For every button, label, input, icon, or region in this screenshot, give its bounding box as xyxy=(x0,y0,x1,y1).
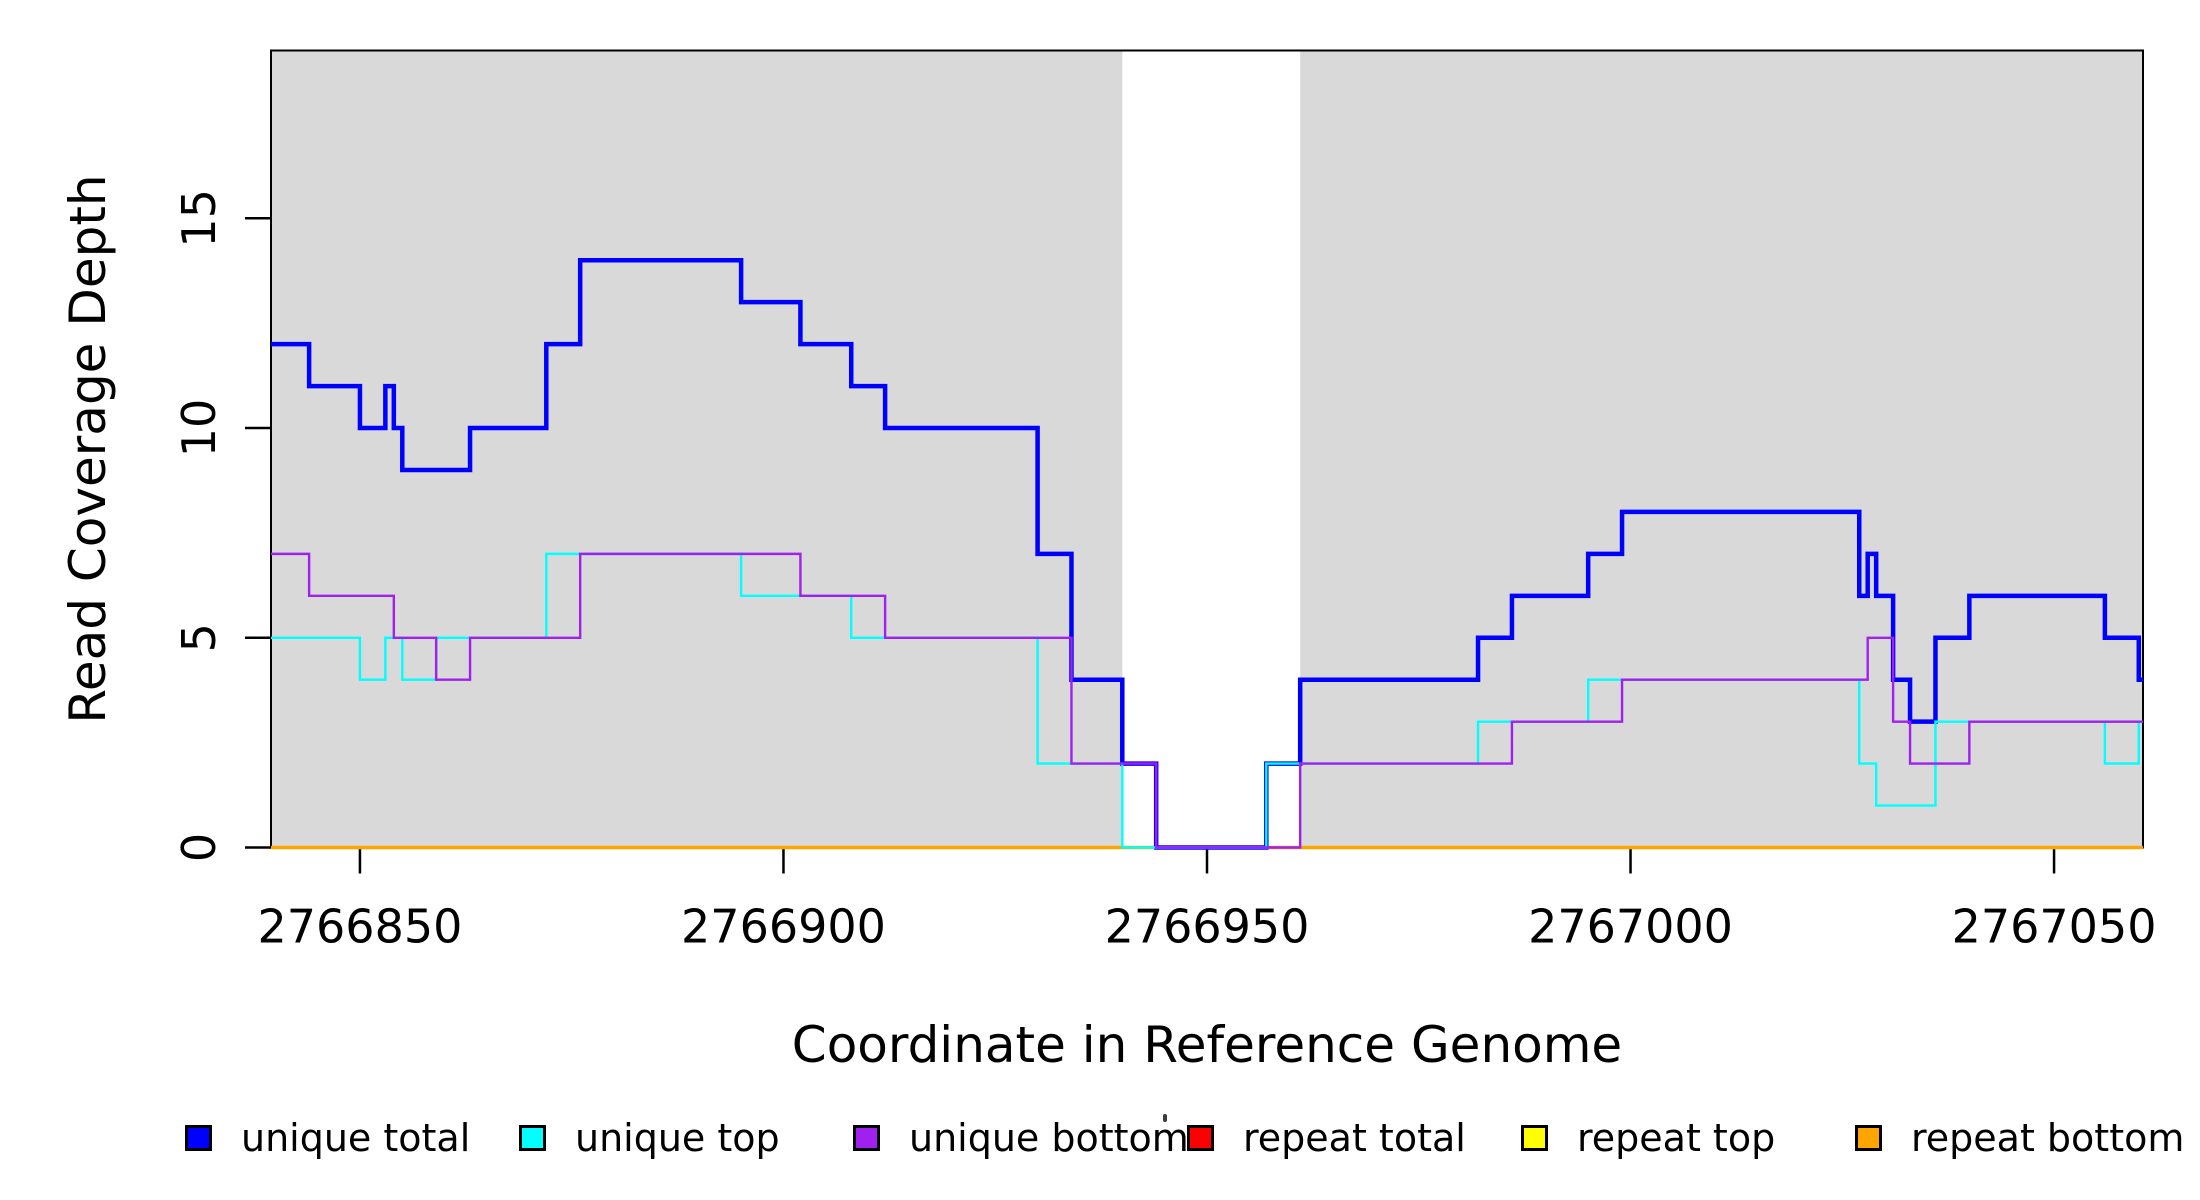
x-axis-title: Coordinate in Reference Genome xyxy=(792,1016,1622,1074)
legend-item-repeat-total: repeat total xyxy=(1187,1112,1466,1164)
legend-label: repeat bottom xyxy=(1911,1116,2185,1160)
legend-label: unique total xyxy=(241,1116,471,1160)
legend-label: unique bottom xyxy=(909,1116,1189,1160)
repeat-total-swatch-icon xyxy=(1187,1125,1214,1151)
shaded-region xyxy=(1300,50,2143,848)
unique-top-swatch-icon xyxy=(519,1125,546,1151)
y-tick-label: 5 xyxy=(172,623,226,652)
unique-bottom-swatch-icon xyxy=(853,1125,880,1151)
legend-item-repeat-bottom: repeat bottom xyxy=(1855,1112,2184,1164)
x-tick-label: 2766850 xyxy=(258,900,463,954)
legend-label: unique top xyxy=(575,1116,780,1160)
series-unique-top xyxy=(271,552,2143,849)
x-tick-label: 2766950 xyxy=(1105,900,1310,954)
legend-label: repeat top xyxy=(1577,1116,1776,1160)
unique-total-swatch-icon xyxy=(185,1125,212,1151)
series-unique-bottom xyxy=(271,552,2143,849)
legend: unique total unique top unique bottom re… xyxy=(0,1112,2200,1164)
legend-item-repeat-top: repeat top xyxy=(1521,1112,1775,1164)
plot-area: 2766850 2766900 2766950 2767000 2767050 0 5 10 1… xyxy=(172,49,2157,954)
legend-label: repeat total xyxy=(1243,1116,1466,1160)
repeat-top-swatch-icon xyxy=(1521,1125,1548,1151)
y-tick-label: 10 xyxy=(172,399,226,458)
legend-item-unique-total: unique total xyxy=(185,1112,470,1164)
legend-item-unique-top: unique top xyxy=(519,1112,780,1164)
stray-mark xyxy=(1163,1114,1167,1122)
x-tick-label: 2767000 xyxy=(1528,900,1733,954)
x-tick-label: 2766900 xyxy=(681,900,886,954)
y-tick-label: 15 xyxy=(172,189,226,248)
y-axis-title: Read Coverage Depth xyxy=(59,174,117,723)
x-tick-label: 2767050 xyxy=(1952,900,2157,954)
shaded-region xyxy=(271,50,1123,848)
legend-item-unique-bottom: unique bottom xyxy=(853,1112,1189,1164)
y-tick-label: 0 xyxy=(172,833,226,862)
repeat-bottom-swatch-icon xyxy=(1855,1125,1882,1151)
